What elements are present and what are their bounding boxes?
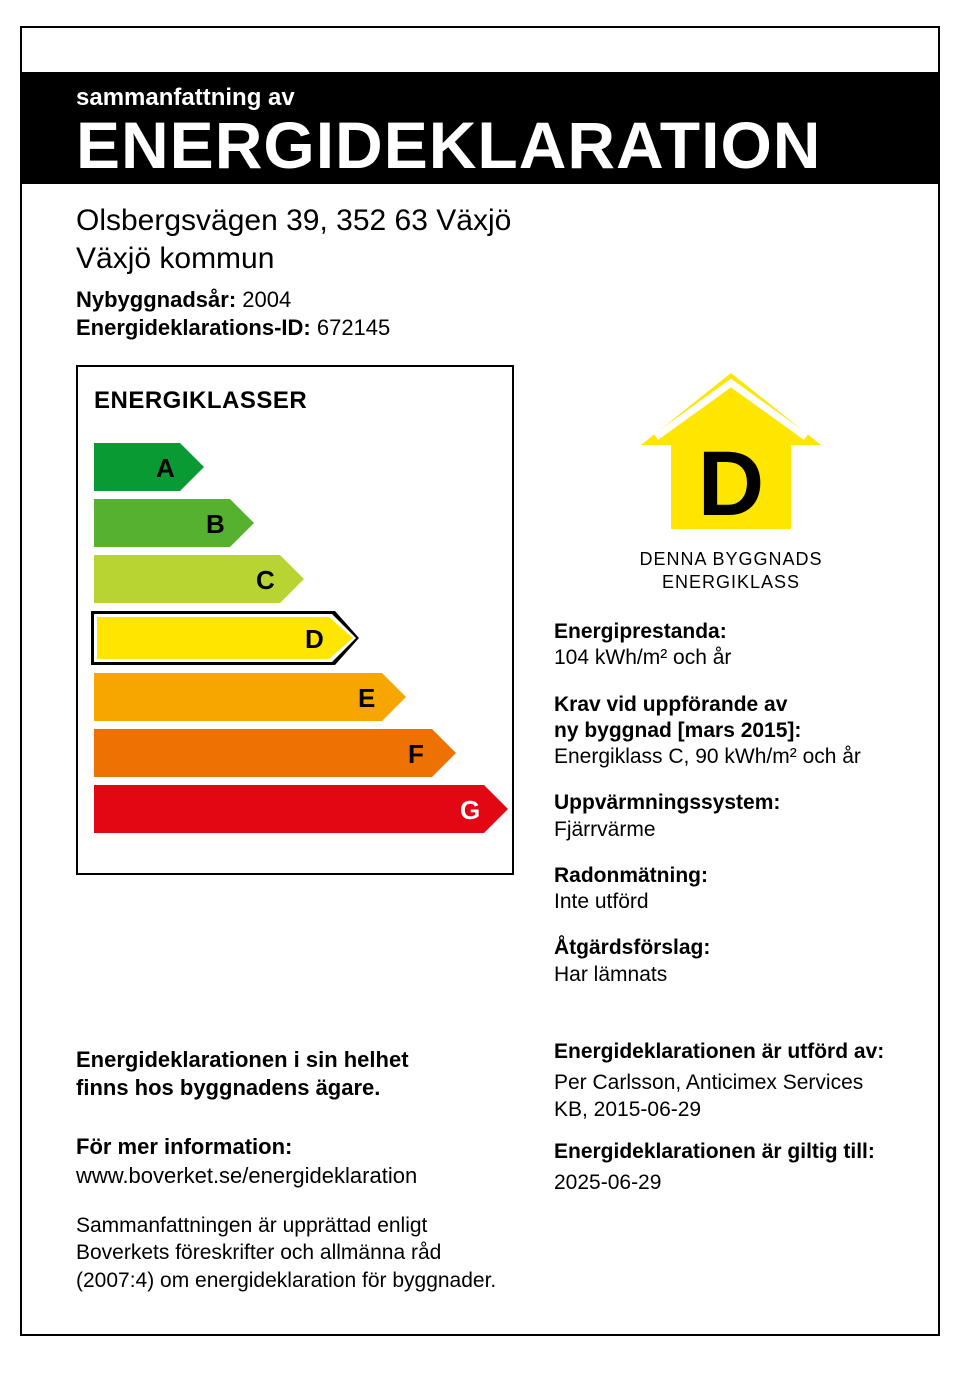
more-info: För mer information: www.boverket.se/ene… xyxy=(76,1133,514,1190)
header-title: ENERGIDEKLARATION xyxy=(76,112,938,178)
info-requirement: Krav vid uppförande av ny byggnad [mars … xyxy=(554,692,908,771)
energy-bar-f: F xyxy=(94,729,512,777)
info-action: Åtgärdsförslag: Har lämnats xyxy=(554,935,908,988)
house-icon: D xyxy=(554,365,908,540)
summary-note: Sammanfattningen är upprättad enligt Bov… xyxy=(76,1212,514,1294)
energy-bar-e: E xyxy=(94,673,512,721)
meta-id-label: Energideklarations-ID: xyxy=(76,315,311,340)
energy-bar-label: A xyxy=(156,453,175,484)
energy-bar-d: D xyxy=(91,611,512,665)
radon-value: Inte utförd xyxy=(554,890,649,913)
energy-bar-label: F xyxy=(408,739,424,770)
arrow-icon xyxy=(94,785,508,833)
chart-title: ENERGIKLASSER xyxy=(94,387,512,415)
bottom-row: Energideklarationen i sin helhet finns h… xyxy=(22,1038,938,1294)
owner-note-1: Energideklarationen i sin helhet xyxy=(76,1047,409,1072)
performed-by-label: Energideklarationen är utförd av: xyxy=(554,1038,908,1065)
owner-note: Energideklarationen i sin helhet finns h… xyxy=(76,1046,514,1103)
house-label: DENNA BYGGNADS ENERGIKLASS xyxy=(554,548,908,593)
house-label-line1: DENNA BYGGNADS xyxy=(639,549,822,569)
req-value: Energiklass C, 90 kWh/m² och år xyxy=(554,745,861,768)
valid-until-value: 2025-06-29 xyxy=(554,1169,908,1196)
performed-by-value-1: Per Carlsson, Anticimex Services xyxy=(554,1069,908,1096)
summary-note-2: Boverkets föreskrifter och allmänna råd xyxy=(76,1241,441,1264)
energy-class-chart: ENERGIKLASSER ABCD E F G xyxy=(76,365,514,875)
info-performance: Energiprestanda: 104 kWh/m² och år xyxy=(554,619,908,672)
bottom-right: Energideklarationen är utförd av: Per Ca… xyxy=(514,1038,908,1294)
arrow-icon xyxy=(94,499,254,547)
heat-value: Fjärrvärme xyxy=(554,818,656,841)
perf-value: 104 kWh/m² och år xyxy=(554,646,731,669)
page-frame: sammanfattning av ENERGIDEKLARATION Olsb… xyxy=(20,26,940,1336)
meta-id-value: 672145 xyxy=(317,315,390,340)
energy-bar-label: E xyxy=(358,683,375,714)
meta-year-value: 2004 xyxy=(242,287,291,312)
bottom-left: Energideklarationen i sin helhet finns h… xyxy=(76,1038,514,1294)
energy-bar-g: G xyxy=(94,785,512,833)
performed-by-value-2: KB, 2015-06-29 xyxy=(554,1096,908,1123)
bars-container: ABCD E F G xyxy=(94,443,512,833)
radon-label: Radonmätning: xyxy=(554,864,708,887)
header-bar: sammanfattning av ENERGIDEKLARATION xyxy=(22,72,938,184)
action-label: Åtgärdsförslag: xyxy=(554,936,710,959)
energy-bar-c: C xyxy=(94,555,512,603)
req-label-1: Krav vid uppförande av xyxy=(554,693,787,716)
heat-label: Uppvärmningssystem: xyxy=(554,791,780,814)
energy-bar-b: B xyxy=(94,499,512,547)
action-value: Har lämnats xyxy=(554,963,667,986)
main-row: ENERGIKLASSER ABCDEFG D DENNA BYGGNADS E… xyxy=(22,365,938,1008)
energy-bar-label: B xyxy=(206,509,225,540)
info-block: Energiprestanda: 104 kWh/m² och år Krav … xyxy=(554,619,908,988)
house-label-line2: ENERGIKLASS xyxy=(662,572,800,592)
meta-year-label: Nybyggnadsår: xyxy=(76,287,236,312)
info-radon: Radonmätning: Inte utförd xyxy=(554,863,908,916)
summary-note-3: (2007:4) om energideklaration för byggna… xyxy=(76,1269,496,1292)
valid-until-label: Energideklarationen är giltig till: xyxy=(554,1138,908,1165)
more-info-label: För mer information: xyxy=(76,1134,292,1159)
req-label-2: ny byggnad [mars 2015]: xyxy=(554,719,801,742)
right-column: D DENNA BYGGNADS ENERGIKLASS Energiprest… xyxy=(514,365,938,1008)
energy-bar-label: G xyxy=(460,795,480,826)
energy-bar-label: D xyxy=(305,624,324,655)
meta-id: Energideklarations-ID: 672145 xyxy=(76,315,938,341)
arrow-icon xyxy=(94,443,204,491)
meta-year: Nybyggnadsår: 2004 xyxy=(76,287,938,313)
svg-text:D: D xyxy=(698,433,764,535)
address-line-2: Växjö kommun xyxy=(76,240,938,278)
address-block: Olsbergsvägen 39, 352 63 Växjö Växjö kom… xyxy=(22,184,938,341)
owner-note-2: finns hos byggnadens ägare. xyxy=(76,1075,380,1100)
arrow-icon xyxy=(94,729,456,777)
more-info-url: www.boverket.se/energideklaration xyxy=(76,1163,417,1188)
perf-label: Energiprestanda: xyxy=(554,620,727,643)
address-line-1: Olsbergsvägen 39, 352 63 Växjö xyxy=(76,202,938,240)
info-heating: Uppvärmningssystem: Fjärrvärme xyxy=(554,790,908,843)
summary-note-1: Sammanfattningen är upprättad enligt xyxy=(76,1214,427,1237)
energy-bar-a: A xyxy=(94,443,512,491)
energy-bar-label: C xyxy=(256,565,275,596)
